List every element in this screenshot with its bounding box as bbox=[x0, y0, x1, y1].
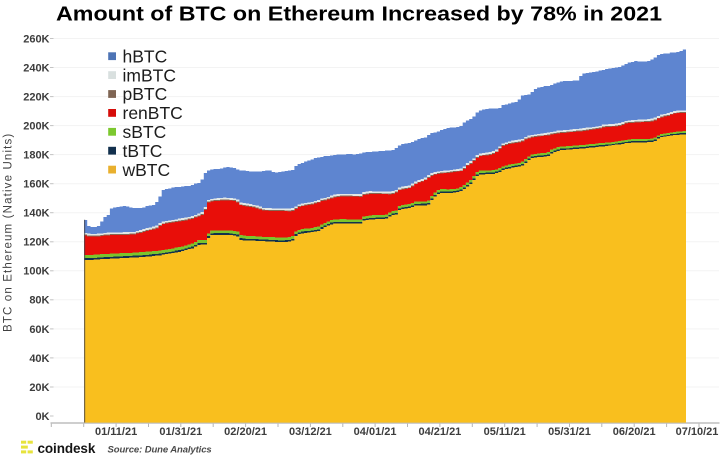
svg-text:BTC on Ethereum (Native Units): BTC on Ethereum (Native Units) bbox=[3, 133, 15, 332]
svg-text:40K: 40K bbox=[29, 353, 49, 365]
svg-text:06/20/21: 06/20/21 bbox=[613, 426, 656, 438]
svg-text:Source: Dune Analytics: Source: Dune Analytics bbox=[108, 445, 212, 456]
svg-text:02/20/21: 02/20/21 bbox=[224, 426, 267, 438]
svg-text:04/21/21: 04/21/21 bbox=[418, 426, 461, 438]
svg-text:renBTC: renBTC bbox=[123, 103, 183, 123]
svg-text:80K: 80K bbox=[29, 295, 49, 307]
svg-text:imBTC: imBTC bbox=[123, 65, 176, 85]
svg-text:Amount of BTC on Ethereum Incr: Amount of BTC on Ethereum Increased by 7… bbox=[56, 3, 662, 26]
svg-text:sBTC: sBTC bbox=[123, 122, 167, 142]
svg-text:wBTC: wBTC bbox=[122, 160, 171, 180]
svg-text:60K: 60K bbox=[29, 324, 49, 336]
svg-text:200K: 200K bbox=[23, 121, 49, 133]
svg-text:100K: 100K bbox=[23, 266, 49, 278]
svg-text:160K: 160K bbox=[23, 179, 49, 191]
svg-text:220K: 220K bbox=[23, 92, 49, 104]
svg-text:tBTC: tBTC bbox=[123, 141, 163, 161]
svg-text:240K: 240K bbox=[23, 62, 49, 74]
svg-text:140K: 140K bbox=[23, 208, 49, 220]
svg-text:120K: 120K bbox=[23, 237, 49, 249]
svg-text:hBTC: hBTC bbox=[123, 46, 168, 66]
svg-text:260K: 260K bbox=[23, 33, 49, 45]
svg-text:05/31/21: 05/31/21 bbox=[548, 426, 591, 438]
svg-text:07/10/21: 07/10/21 bbox=[676, 426, 719, 438]
svg-text:pBTC: pBTC bbox=[123, 84, 168, 104]
svg-text:05/11/21: 05/11/21 bbox=[484, 426, 526, 438]
svg-text:0K: 0K bbox=[35, 411, 49, 423]
svg-text:180K: 180K bbox=[23, 150, 49, 162]
svg-text:01/31/21: 01/31/21 bbox=[159, 426, 202, 438]
svg-text:01/11/21: 01/11/21 bbox=[95, 426, 137, 438]
svg-text:04/01/21: 04/01/21 bbox=[354, 426, 397, 438]
svg-text:20K: 20K bbox=[29, 382, 49, 394]
svg-text:coindesk: coindesk bbox=[38, 441, 96, 456]
svg-text:03/12/21: 03/12/21 bbox=[289, 426, 332, 438]
